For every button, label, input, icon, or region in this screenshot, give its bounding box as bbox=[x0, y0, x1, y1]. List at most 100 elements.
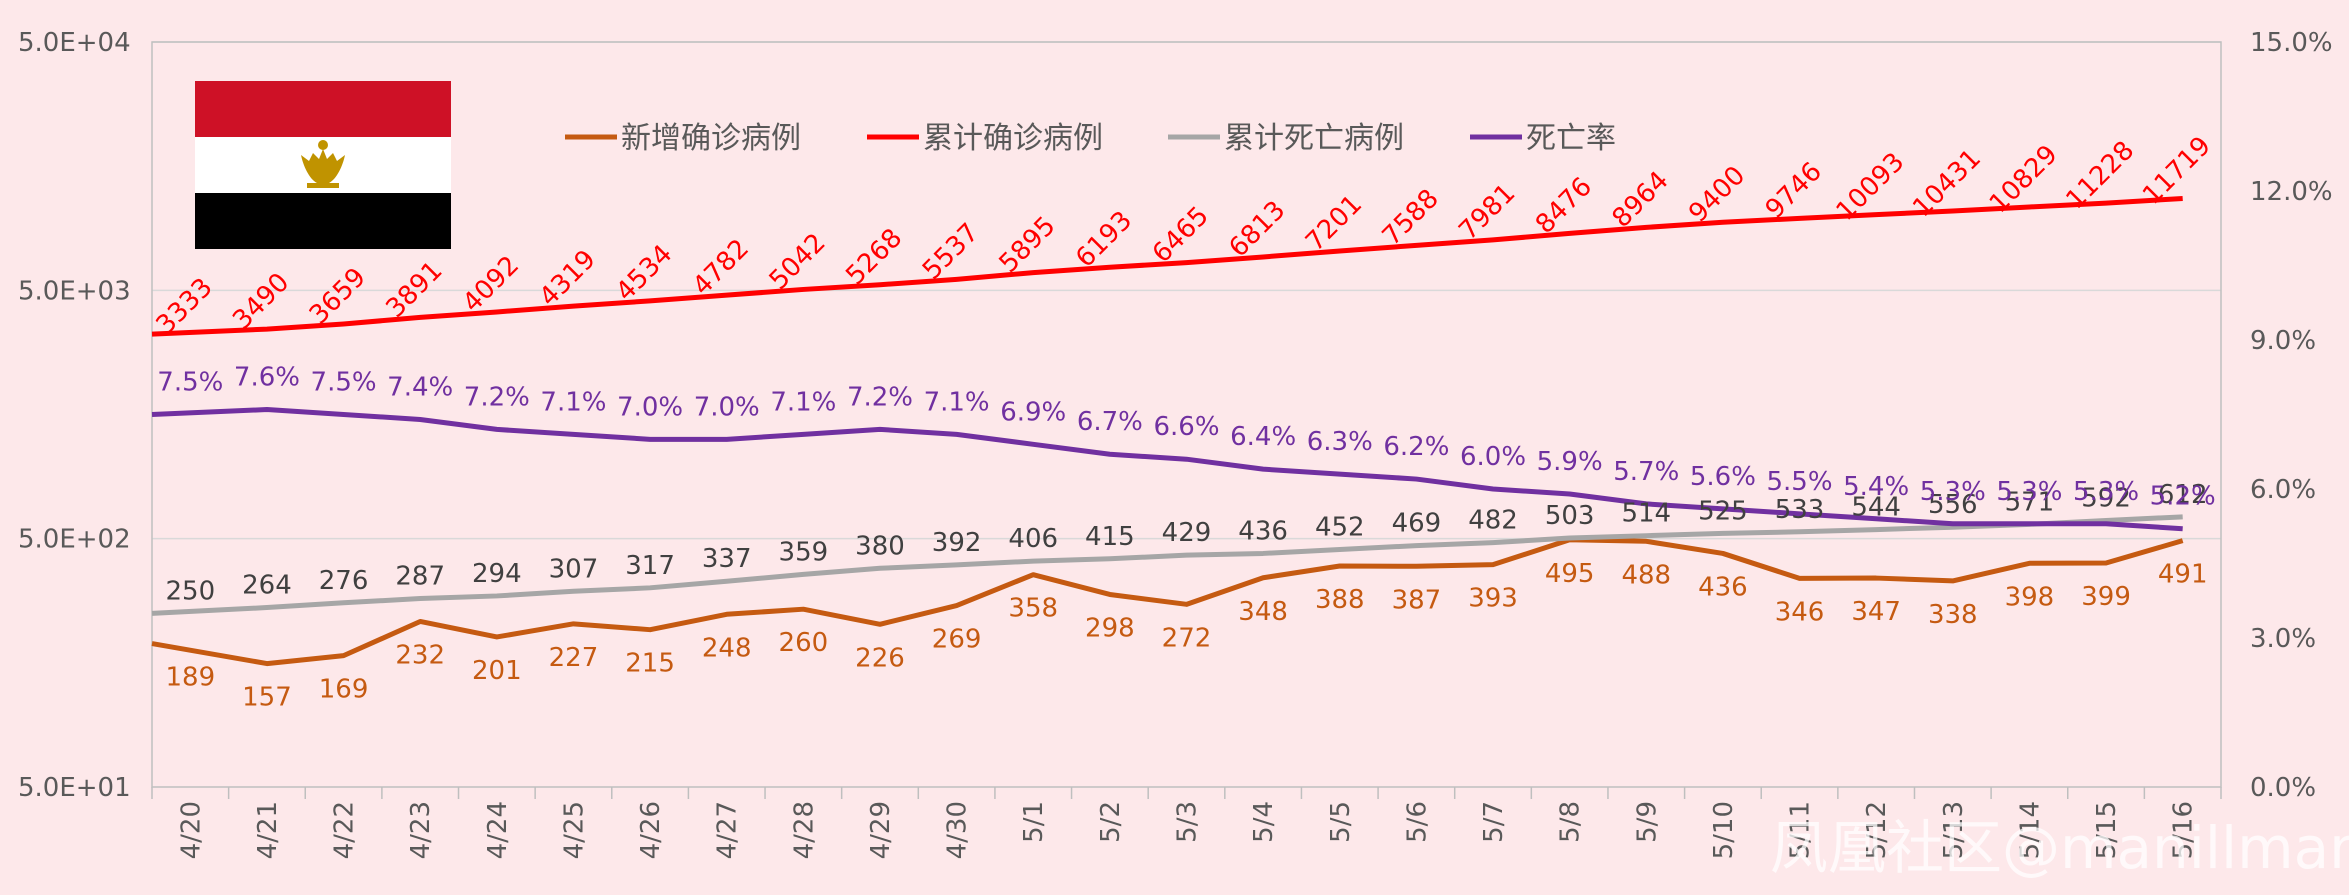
data-label: 7.6% bbox=[234, 363, 300, 393]
data-label: 514 bbox=[1621, 499, 1671, 529]
data-label: 7.2% bbox=[847, 382, 913, 412]
flag-black-stripe bbox=[195, 193, 451, 249]
emblem-shield bbox=[317, 159, 329, 175]
watermark: 凤凰社区@manillman bbox=[1770, 814, 2349, 882]
data-label: 5.3% bbox=[1996, 477, 2062, 507]
data-label: 7.1% bbox=[770, 387, 836, 417]
data-label: 338 bbox=[1928, 600, 1978, 630]
data-label: 6.7% bbox=[1077, 407, 1143, 437]
x-tick-label: 4/21 bbox=[253, 801, 283, 859]
x-tick-label: 5/15 bbox=[2092, 801, 2122, 859]
x-tick-label: 5/7 bbox=[1479, 801, 1509, 843]
data-label: 612 bbox=[2158, 480, 2208, 510]
data-label: 5.5% bbox=[1767, 467, 1833, 497]
x-tick-label: 4/23 bbox=[406, 801, 436, 859]
data-label: 452 bbox=[1315, 513, 1365, 543]
data-label: 503 bbox=[1545, 501, 1595, 531]
data-label: 260 bbox=[779, 628, 829, 658]
data-label: 393 bbox=[1468, 584, 1518, 614]
data-label: 387 bbox=[1392, 585, 1442, 615]
data-label: 5.7% bbox=[1613, 457, 1679, 487]
data-label: 7.5% bbox=[311, 368, 377, 398]
x-tick-label: 4/27 bbox=[713, 801, 743, 859]
legend-label: 累计确诊病例 bbox=[923, 121, 1103, 156]
emblem-head bbox=[318, 140, 328, 150]
data-label: 406 bbox=[1008, 524, 1058, 554]
x-tick-label: 5/11 bbox=[1786, 801, 1816, 859]
data-label: 348 bbox=[1238, 597, 1288, 627]
x-tick-label: 4/26 bbox=[636, 801, 666, 859]
data-label: 5.9% bbox=[1537, 447, 1603, 477]
data-label: 6.0% bbox=[1460, 442, 1526, 472]
series-line-3 bbox=[151, 407, 2183, 532]
data-label: 227 bbox=[549, 643, 599, 673]
x-tick-label: 4/25 bbox=[559, 801, 589, 859]
data-label: 215 bbox=[625, 649, 675, 679]
legend-label: 死亡率 bbox=[1526, 121, 1616, 156]
data-label: 232 bbox=[395, 640, 445, 670]
data-label: 317 bbox=[625, 551, 675, 581]
data-label: 491 bbox=[2158, 560, 2208, 590]
x-tick-label: 5/3 bbox=[1173, 801, 1203, 843]
data-label: 571 bbox=[2005, 487, 2055, 517]
data-label: 264 bbox=[242, 571, 292, 601]
data-label: 7.0% bbox=[617, 392, 683, 422]
x-tick-label: 5/8 bbox=[1556, 801, 1586, 843]
x-tick-label: 4/24 bbox=[483, 801, 513, 859]
data-label: 294 bbox=[472, 559, 522, 589]
data-label: 436 bbox=[1698, 572, 1748, 602]
legend: 新增确诊病例 累计确诊病例 累计死亡病例 死亡率 bbox=[510, 108, 1670, 168]
eagle-emblem-icon bbox=[301, 140, 345, 188]
x-tick-label: 4/29 bbox=[866, 801, 896, 859]
emblem-base bbox=[307, 183, 339, 188]
y-left-tick-label: 5.0E+04 bbox=[18, 28, 131, 58]
data-label: 495 bbox=[1545, 559, 1595, 589]
x-tick-label: 5/5 bbox=[1326, 801, 1356, 843]
data-label: 298 bbox=[1085, 613, 1135, 643]
y-right-tick-label: 12.0% bbox=[2250, 177, 2333, 207]
data-label: 7.1% bbox=[540, 387, 606, 417]
data-label: 482 bbox=[1468, 506, 1518, 536]
data-label: 359 bbox=[779, 537, 829, 567]
data-label: 307 bbox=[549, 554, 599, 584]
x-tick-label: 4/22 bbox=[330, 801, 360, 859]
egypt-flag-icon bbox=[195, 81, 451, 249]
y-left-tick-label: 5.0E+02 bbox=[18, 525, 131, 555]
data-label: 169 bbox=[319, 675, 369, 705]
flag-red-stripe bbox=[195, 81, 451, 137]
data-label: 388 bbox=[1315, 585, 1365, 615]
data-label: 358 bbox=[1008, 594, 1058, 624]
data-label: 250 bbox=[165, 576, 215, 606]
legend-label: 累计死亡病例 bbox=[1224, 121, 1404, 156]
data-label: 399 bbox=[2081, 582, 2131, 612]
x-tick-label: 5/6 bbox=[1402, 801, 1432, 843]
data-label: 189 bbox=[165, 663, 215, 693]
x-tick-label: 5/12 bbox=[1862, 801, 1892, 859]
data-label: 488 bbox=[1621, 560, 1671, 590]
series-line-0 bbox=[151, 537, 2184, 667]
data-label: 272 bbox=[1162, 623, 1212, 653]
data-label: 6.3% bbox=[1307, 427, 1373, 457]
y-right-tick-label: 9.0% bbox=[2250, 326, 2316, 356]
y-right-tick-label: 15.0% bbox=[2250, 28, 2333, 58]
data-label: 7.5% bbox=[157, 368, 223, 398]
data-label: 337 bbox=[702, 544, 752, 574]
y-right-tick-label: 3.0% bbox=[2250, 624, 2316, 654]
data-label: 5.3% bbox=[1920, 477, 1986, 507]
x-tick-label: 5/16 bbox=[2169, 801, 2199, 859]
data-label: 392 bbox=[932, 528, 982, 558]
x-tick-label: 5/13 bbox=[1939, 801, 1969, 859]
data-label: 415 bbox=[1085, 522, 1135, 552]
data-label: 5.3% bbox=[2073, 477, 2139, 507]
x-tick-label: 5/10 bbox=[1709, 801, 1739, 859]
data-label: 429 bbox=[1162, 518, 1212, 548]
legend-label: 新增确诊病例 bbox=[621, 121, 801, 156]
x-tick-label: 5/4 bbox=[1249, 801, 1279, 843]
data-label: 556 bbox=[1928, 490, 1978, 520]
data-label: 544 bbox=[1851, 493, 1901, 523]
data-label: 6.6% bbox=[1153, 412, 1219, 442]
data-label: 346 bbox=[1775, 597, 1825, 627]
x-tick-label: 5/14 bbox=[2015, 801, 2045, 859]
series-layer bbox=[151, 195, 2184, 667]
